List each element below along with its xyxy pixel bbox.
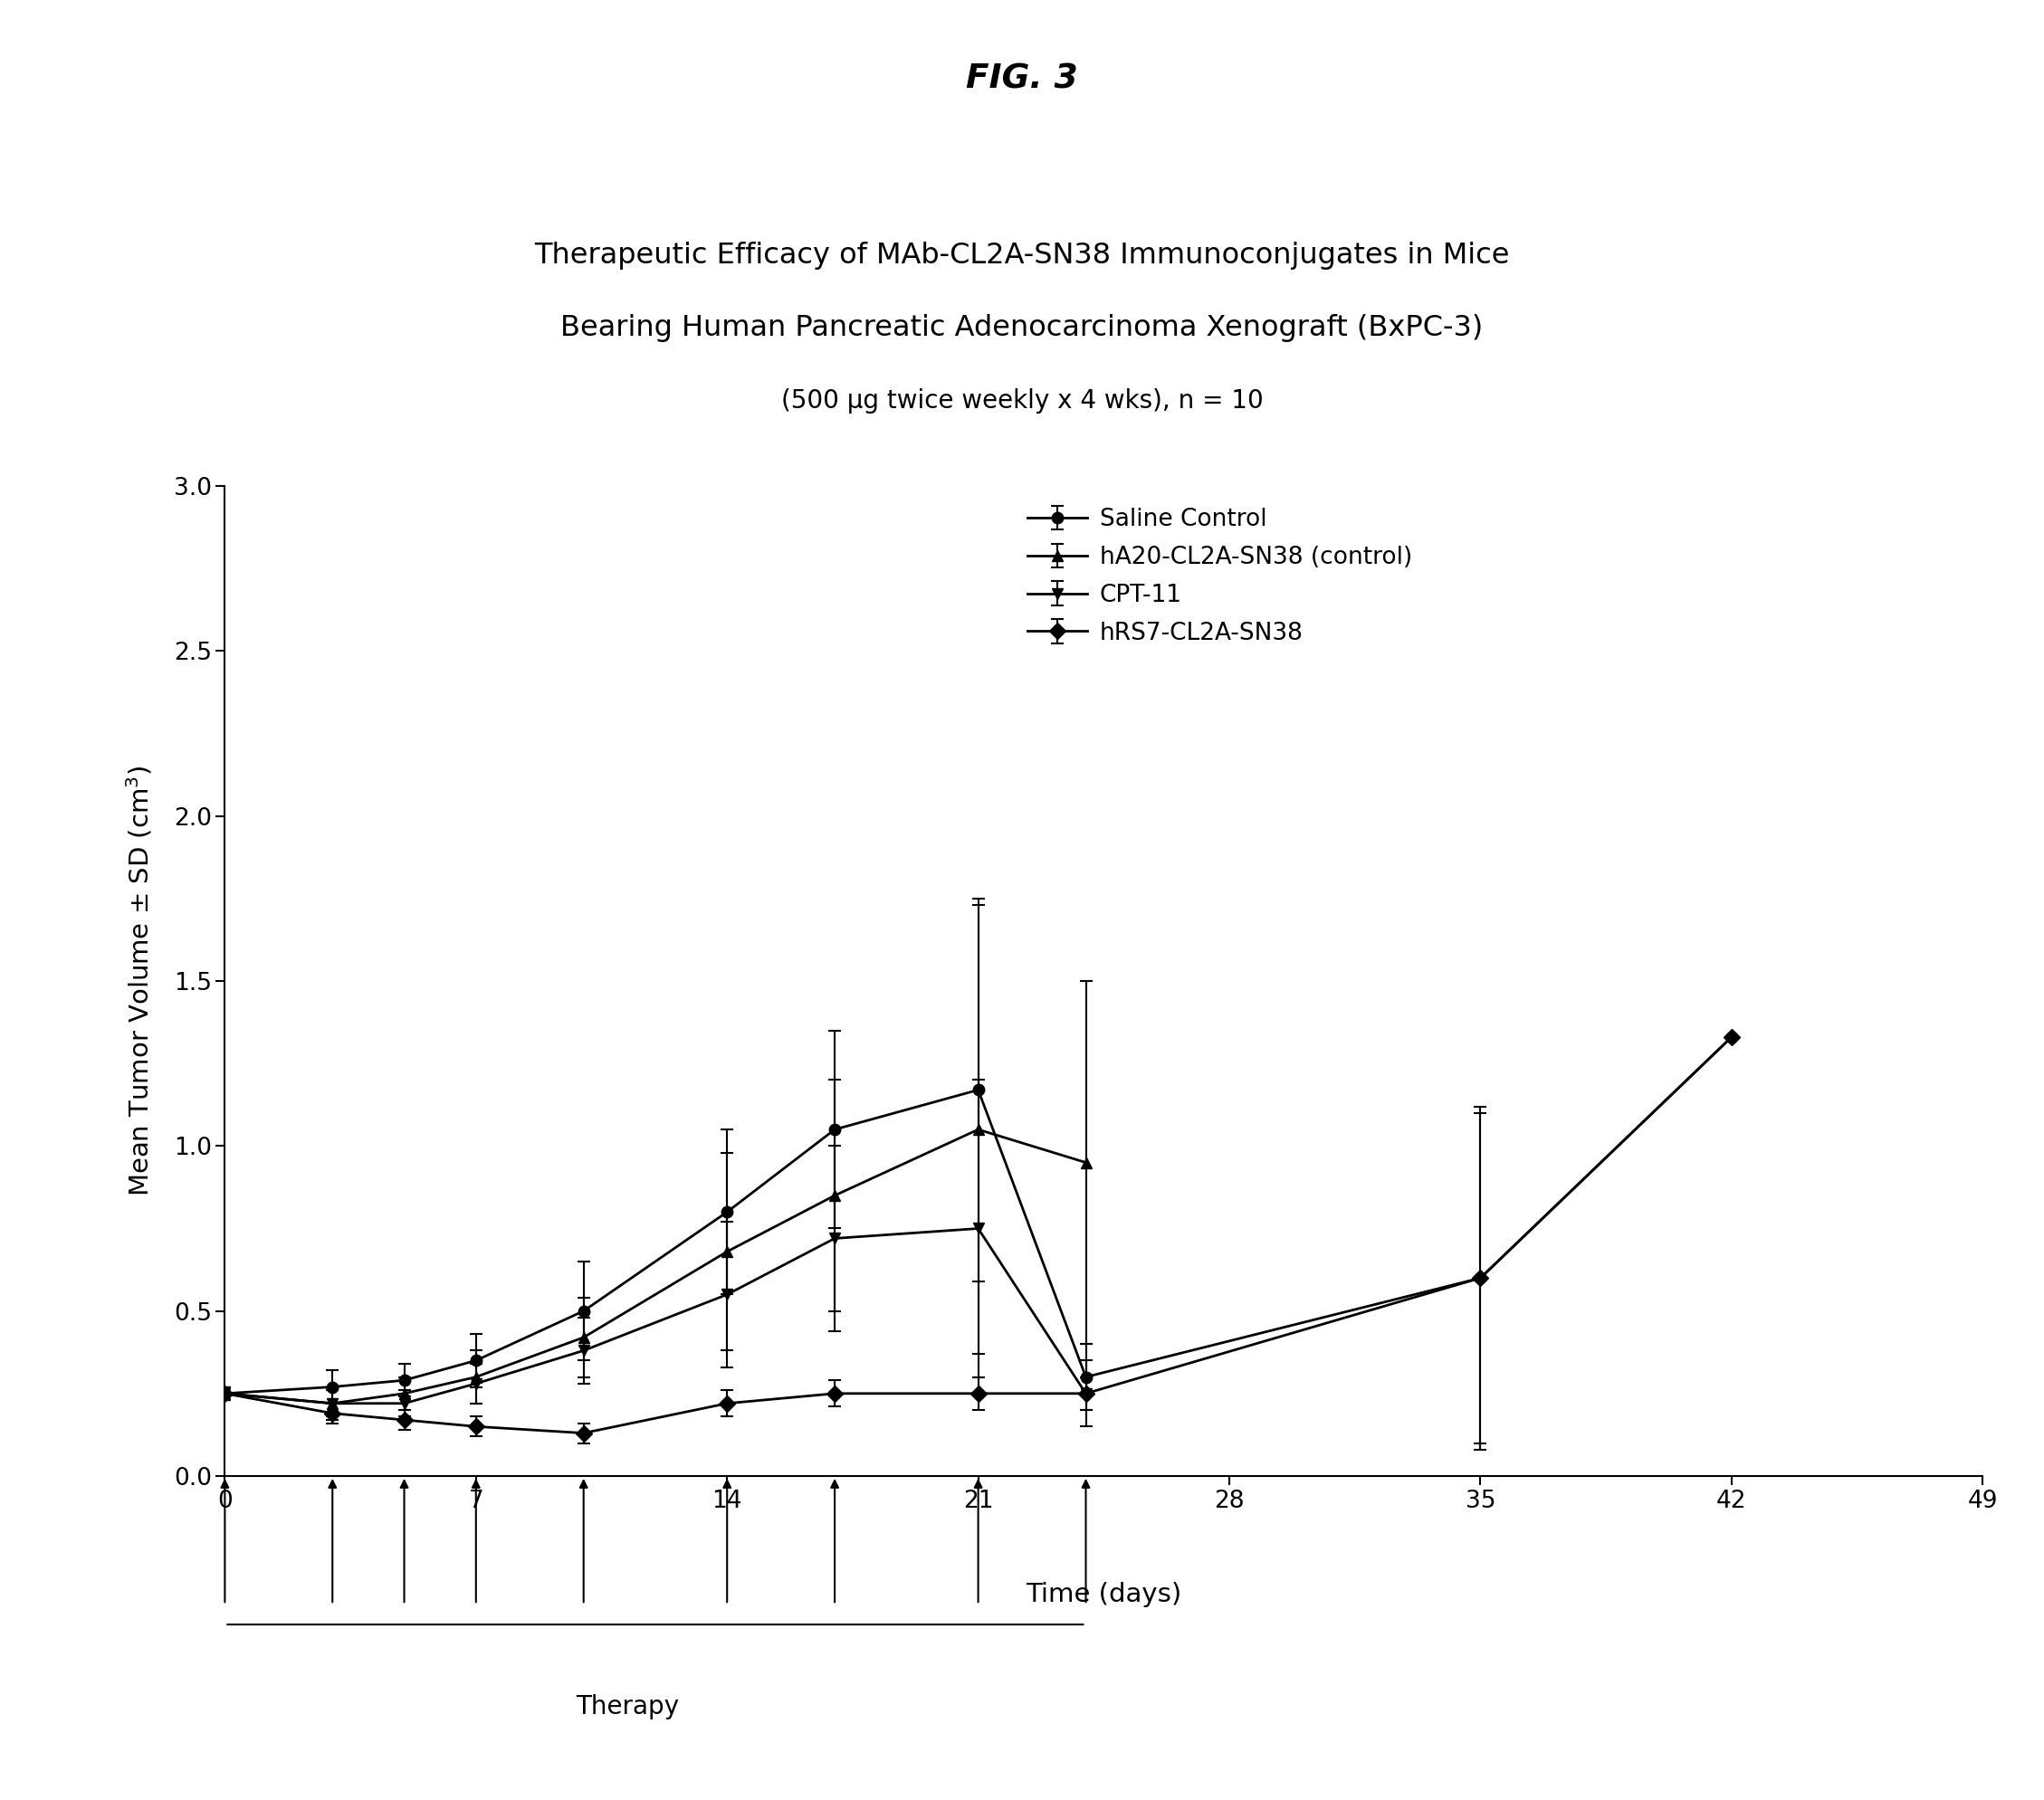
Text: Therapy: Therapy [576, 1694, 679, 1719]
Y-axis label: Mean Tumor Volume ± SD (cm$^3$): Mean Tumor Volume ± SD (cm$^3$) [125, 765, 155, 1197]
Legend: Saline Control, hA20-CL2A-SN38 (control), CPT-11, hRS7-CL2A-SN38: Saline Control, hA20-CL2A-SN38 (control)… [1028, 508, 1412, 644]
Text: Therapeutic Efficacy of MAb-CL2A-SN38 Immunoconjugates in Mice: Therapeutic Efficacy of MAb-CL2A-SN38 Im… [533, 241, 1511, 270]
X-axis label: Time (days): Time (days) [1026, 1582, 1181, 1607]
Text: (500 μg twice weekly x 4 wks), n = 10: (500 μg twice weekly x 4 wks), n = 10 [781, 389, 1263, 414]
Text: Bearing Human Pancreatic Adenocarcinoma Xenograft (BxPC-3): Bearing Human Pancreatic Adenocarcinoma … [560, 313, 1484, 342]
Text: FIG. 3: FIG. 3 [967, 63, 1077, 95]
